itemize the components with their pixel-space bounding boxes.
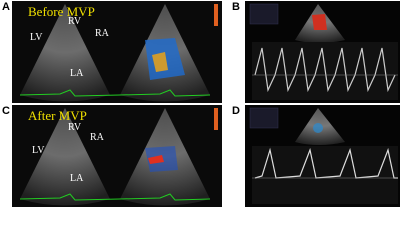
panel-letter: B <box>232 1 240 13</box>
panel-letter: D <box>232 105 240 117</box>
caption: After MVP <box>28 108 87 123</box>
panel-b: B <box>232 1 400 103</box>
label: LV <box>32 145 45 156</box>
label: LA <box>70 68 84 79</box>
label: LV <box>30 32 43 43</box>
caption: Before MVP <box>28 4 95 19</box>
panel-c: C After MVP RV RA LV LA <box>2 105 222 207</box>
panel-a: A Before MVP RV RA LV LA <box>2 1 222 103</box>
figure: A Before MVP RV RA LV LA B C After MVP R… <box>2 1 400 207</box>
label: RV <box>68 16 82 27</box>
label: RA <box>95 28 110 39</box>
label: LA <box>70 173 84 184</box>
panel-letter: A <box>2 1 10 13</box>
panel-d: D <box>232 105 400 207</box>
label: RV <box>68 122 82 133</box>
label: RA <box>90 132 105 143</box>
panel-letter: C <box>2 105 10 117</box>
